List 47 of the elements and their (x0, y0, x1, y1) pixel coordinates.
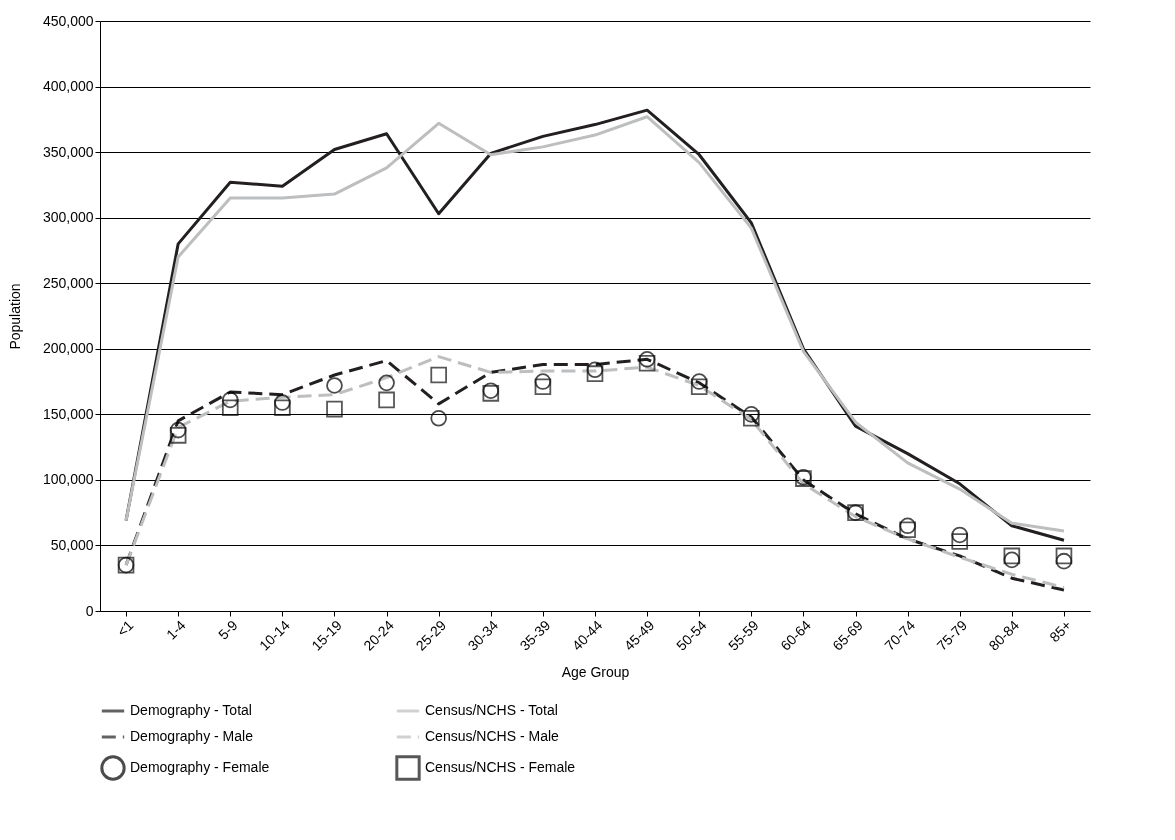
x-tick-label: 1-4 (162, 616, 189, 643)
y-tick-label: 400,000 (42, 78, 94, 95)
point (638, 354, 656, 372)
point (169, 421, 187, 439)
point (430, 409, 447, 427)
point (430, 366, 447, 384)
y-tick-label: 100,000 (42, 471, 94, 488)
y-tick-label: 200,000 (42, 340, 94, 357)
x-tick-label: <1 (113, 616, 137, 640)
point (326, 377, 343, 394)
point (743, 409, 760, 427)
legend-label: Demography - Male (130, 728, 254, 744)
legend-label: Demography - Total (130, 702, 252, 718)
y-tick-label: 450,000 (42, 12, 94, 29)
point (274, 399, 291, 417)
legend-label: Demography - Female (130, 759, 270, 775)
point (899, 521, 916, 539)
legend-label: Census/NCHS - Female (425, 759, 576, 775)
y-tick-label: 50,000 (50, 536, 94, 553)
point (169, 427, 187, 444)
point (690, 378, 708, 396)
point (1003, 547, 1021, 565)
point (534, 378, 552, 396)
point (951, 533, 969, 550)
y-axis-title: Population (6, 283, 23, 350)
point (586, 361, 604, 379)
legend-label: Census/NCHS - Male (425, 728, 560, 744)
point (586, 365, 604, 382)
point (378, 391, 395, 409)
x-tick-label: 5-9 (215, 616, 241, 643)
point (743, 406, 760, 423)
y-tick-label: 300,000 (42, 209, 94, 226)
y-tick-label: 0 (85, 602, 94, 619)
point (221, 399, 239, 417)
point (274, 394, 291, 411)
legend-label: Census/NCHS - Total (425, 702, 558, 718)
point (638, 350, 656, 368)
x-tick-label: 85+ (1046, 617, 1075, 646)
x-axis-title: Age Group (561, 663, 630, 680)
point (326, 400, 343, 418)
point (378, 374, 395, 392)
point (951, 526, 969, 544)
y-tick-label: 250,000 (42, 274, 94, 291)
y-tick-label: 350,000 (42, 143, 94, 160)
y-tick-label: 150,000 (42, 405, 94, 422)
point (1055, 547, 1073, 565)
point (221, 391, 239, 409)
